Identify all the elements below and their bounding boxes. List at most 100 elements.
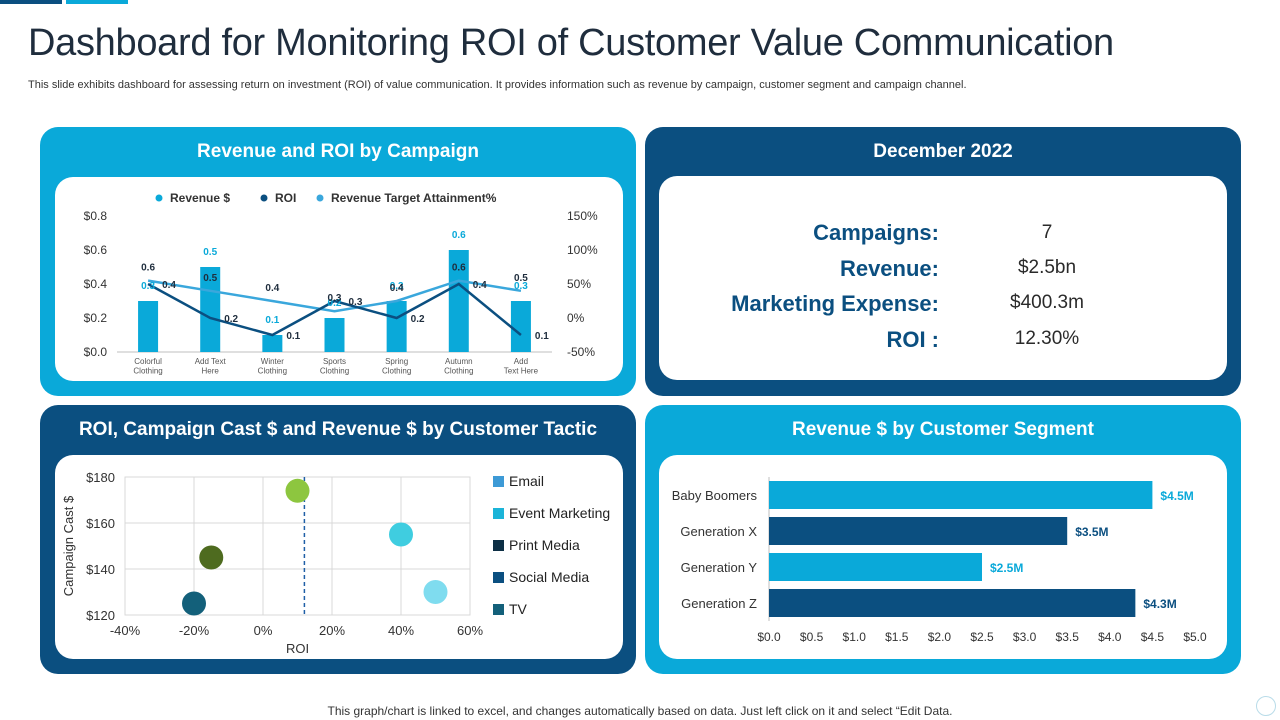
legend-label: TV	[509, 601, 527, 617]
segment-chart-card: Baby Boomers $4.5M Generation X $3.5M Genera…	[659, 455, 1227, 659]
kpi-revenue-value: $2.5bn	[1017, 257, 1077, 278]
summary-panel-title: December 2022	[873, 141, 1013, 162]
legend-marker	[316, 194, 324, 202]
segment-label: Baby Boomers	[672, 488, 758, 503]
roi-data-label: 0.2	[224, 314, 238, 325]
target-data-label: 0.4	[265, 283, 279, 294]
revenue-bar	[138, 301, 159, 352]
revenue-bar	[510, 301, 531, 352]
campaign-panel: Revenue and ROI by Campaign $0.0 $0.2 $0.4…	[40, 127, 636, 396]
campaign-chart-card: $0.0 $0.2 $0.4 $0.6 $0.8 -50% 0% 50% 100% 150% Rev…	[55, 177, 623, 381]
segment-bar	[769, 481, 1153, 509]
segment-bar	[769, 589, 1136, 617]
kpi-expense-value: $400.3m	[1010, 292, 1084, 313]
segment-label: Generation Z	[681, 596, 757, 611]
kpi-roi-value: 12.30%	[1014, 328, 1080, 349]
page-subtitle: This slide exhibits dashboard for assess…	[28, 79, 967, 91]
x-axis-title: ROI	[286, 641, 309, 656]
legend-label: Revenue $	[170, 191, 230, 205]
x-axis-tick: $4.0	[1098, 630, 1122, 644]
segment-bar-chart[interactable]: Baby Boomers $4.5M Generation X $3.5M Genera…	[659, 455, 1227, 659]
campaign-chart[interactable]: $0.0 $0.2 $0.4 $0.6 $0.8 -50% 0% 50% 100% 150% Rev…	[55, 177, 623, 381]
category-label: Clothing	[382, 367, 411, 376]
segment-data-label: $3.5M	[1075, 525, 1108, 539]
target-data-label: 0.5	[514, 273, 528, 284]
roi-data-label: 0.2	[411, 314, 425, 325]
legend-label: Event Marketing	[509, 505, 611, 521]
legend-item-print-media[interactable]: Print Media	[493, 537, 610, 569]
tactic-panel: ROI, Campaign Cast $ and Revenue $ by Cu…	[40, 405, 636, 674]
legend-swatch	[493, 508, 504, 519]
right-axis-tick: 150%	[567, 209, 598, 223]
legend-swatch	[493, 476, 504, 487]
y-axis-tick: $160	[86, 516, 115, 531]
scatter-point	[423, 580, 448, 604]
legend-item-email[interactable]: Email	[493, 473, 610, 505]
roi-line	[147, 282, 522, 337]
legend-item-event-marketing[interactable]: Event Marketing	[493, 505, 610, 537]
accent-bar-dark	[0, 0, 62, 4]
legend-label: Print Media	[509, 537, 580, 553]
segment-data-label: $4.3M	[1143, 597, 1176, 611]
kpi-campaigns-label: Campaigns:	[813, 220, 939, 245]
left-axis-tick: $0.8	[84, 209, 108, 223]
y-axis-title: Campaign Cast $	[61, 495, 76, 596]
target-data-label: 0.6	[141, 263, 155, 274]
x-axis-tick: $4.5	[1141, 630, 1165, 644]
segment-label: Generation Y	[681, 560, 758, 575]
segment-panel-title: Revenue $ by Customer Segment	[792, 419, 1094, 440]
category-label: Add	[514, 357, 528, 366]
legend-label: Social Media	[509, 569, 590, 585]
revenue-data-label: 0.6	[452, 230, 466, 241]
summary-panel: December 2022 Campaigns: 7 Revenue: $2.5…	[645, 127, 1241, 396]
x-axis-tick: $3.0	[1013, 630, 1037, 644]
scatter-point	[389, 522, 413, 547]
x-axis-tick: -20%	[179, 623, 210, 638]
target-data-label: 0.6	[452, 263, 466, 274]
revenue-data-label: 0.2	[328, 298, 342, 309]
category-label: Clothing	[258, 367, 287, 376]
legend-item-social-media[interactable]: Social Media	[493, 569, 610, 601]
left-axis-tick: $0.4	[84, 277, 108, 291]
scatter-point	[285, 478, 310, 503]
right-axis-tick: 0%	[567, 311, 585, 325]
segment-data-label: $4.5M	[1160, 489, 1193, 503]
category-label: Clothing	[320, 367, 349, 376]
tactic-panel-title: ROI, Campaign Cast $ and Revenue $ by Cu…	[78, 419, 598, 440]
kpi-expense-label: Marketing Expense:	[731, 291, 939, 316]
y-axis-tick: $180	[86, 470, 115, 485]
legend-item-tv[interactable]: TV	[493, 601, 610, 633]
roi-data-label: 0.4	[162, 280, 176, 291]
category-label: Spring	[385, 357, 408, 366]
legend-swatch	[493, 572, 504, 583]
x-axis-tick: $3.5	[1056, 630, 1080, 644]
x-axis-tick: $0.0	[757, 630, 781, 644]
page-title: Dashboard for Monitoring ROI of Customer…	[28, 22, 1114, 64]
x-axis-tick: $1.5	[885, 630, 909, 644]
revenue-data-label: 0.3	[141, 281, 155, 292]
revenue-data-label: 0.5	[203, 247, 217, 258]
revenue-bar	[324, 318, 345, 352]
legend-label: ROI	[275, 191, 296, 205]
segment-panel: Revenue $ by Customer Segment Baby Boome…	[645, 405, 1241, 674]
x-axis-tick: 20%	[319, 623, 345, 638]
tactic-scatter-chart[interactable]: -40% -20% 0% 20% 40% 60% $120 $140 $160 $180 ROI Ca…	[55, 455, 485, 659]
category-label: Here	[202, 367, 220, 376]
legend-swatch	[493, 604, 504, 615]
x-axis-tick: $2.5	[970, 630, 994, 644]
y-axis-tick: $120	[86, 608, 115, 623]
x-axis-tick: $5.0	[1183, 630, 1207, 644]
roi-data-label: 0.1	[286, 331, 300, 342]
segment-bar	[769, 517, 1068, 545]
corner-circle-icon	[1256, 696, 1276, 716]
scatter-point	[182, 591, 206, 616]
y-axis-tick: $140	[86, 562, 115, 577]
legend-label: Revenue Target Attainment%	[331, 191, 497, 205]
legend-label: Email	[509, 473, 545, 489]
revenue-bar	[386, 301, 407, 352]
footer-note: This graph/chart is linked to excel, and…	[327, 704, 953, 718]
campaign-panel-title: Revenue and ROI by Campaign	[197, 141, 479, 162]
right-axis-tick: 50%	[567, 277, 591, 291]
segment-data-label: $2.5M	[990, 561, 1023, 575]
roi-data-label: 0.1	[535, 331, 549, 342]
